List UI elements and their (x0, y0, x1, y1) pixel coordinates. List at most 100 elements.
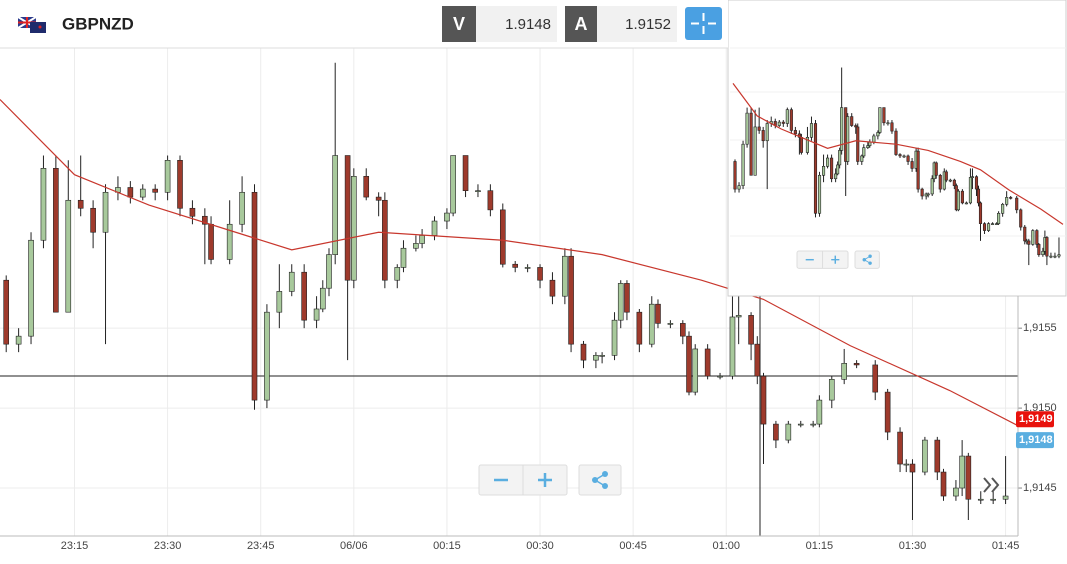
candle-body (826, 157, 830, 167)
ask-box[interactable] (597, 6, 677, 42)
candle-body (1015, 197, 1019, 211)
symbol: GBPNZD (62, 14, 134, 33)
candle-body (856, 126, 860, 162)
y-tick-label: 1,9150 (1023, 402, 1057, 414)
candle-body (990, 498, 996, 501)
candle-body (916, 150, 920, 190)
candle-body (741, 143, 745, 186)
candle-body (878, 107, 882, 133)
share-dot (862, 257, 867, 262)
candle-body (90, 207, 96, 233)
candle-body (876, 132, 880, 137)
share-dot (592, 477, 598, 483)
x-tick-label: 06/06 (340, 540, 368, 552)
ask-label-box[interactable] (565, 6, 597, 42)
candle-body (997, 212, 1001, 224)
candle-body (680, 323, 686, 337)
candle-body (854, 125, 858, 128)
candle-body (872, 364, 879, 393)
candle-body (748, 315, 754, 345)
candle-body (1027, 240, 1031, 245)
candle-body (636, 311, 643, 345)
candle-body (944, 171, 948, 181)
share-button[interactable] (854, 250, 880, 269)
candle-body (549, 279, 556, 297)
candle-body (906, 155, 910, 162)
candle-body (239, 191, 245, 225)
candle-body (692, 348, 699, 393)
candle-body (28, 239, 34, 337)
candle-body (830, 157, 834, 180)
candle-body (890, 122, 894, 132)
bid-label-box[interactable] (442, 6, 476, 42)
x-tick-label: 00:15 (433, 540, 461, 552)
candle-body (866, 145, 870, 148)
candle-body (102, 191, 109, 233)
candle-body (926, 193, 930, 196)
candle-body (568, 255, 574, 345)
bid-label[interactable]: V (453, 14, 465, 34)
candle-body (53, 168, 59, 313)
candle-body (382, 199, 388, 281)
candle-body (968, 177, 972, 204)
scroll-end-icon[interactable] (983, 477, 1000, 493)
candle-body (754, 343, 761, 377)
candle-body (886, 122, 890, 125)
candle-body (313, 308, 320, 321)
candle-body (208, 223, 214, 260)
candle-body (942, 171, 946, 190)
candle-body (189, 207, 196, 217)
candle-body (611, 319, 618, 356)
candle-body (920, 188, 924, 197)
candle-body (785, 109, 789, 124)
candle-body (65, 199, 72, 313)
candle-body (152, 188, 158, 193)
candle-body (462, 155, 469, 191)
candle-body (809, 123, 814, 138)
candle-body (648, 303, 655, 345)
candle-body (655, 303, 661, 324)
share-dot (868, 261, 872, 265)
candle-body (956, 190, 960, 211)
crosshair-button[interactable] (685, 7, 722, 40)
zoom-in-icon[interactable] (538, 473, 552, 487)
price-tag (1016, 411, 1054, 428)
candle-body (872, 135, 876, 143)
candle-body (902, 155, 906, 158)
candle-body (301, 271, 307, 321)
candle-body (1005, 197, 1009, 205)
candle-body (868, 141, 872, 146)
candle-body (976, 188, 981, 204)
candle-body (276, 291, 283, 313)
ask-price[interactable]: 1.9152 (625, 16, 671, 33)
candle-body (139, 188, 146, 198)
candle-body (737, 185, 741, 190)
candle-body (991, 223, 995, 225)
candle-body (326, 254, 332, 289)
candle-body (745, 112, 749, 145)
candle-body (562, 255, 568, 297)
candle-body (226, 223, 233, 260)
candle-body (351, 175, 357, 281)
candle-body (773, 423, 779, 441)
candle-body (948, 179, 952, 182)
ask-label[interactable]: A (575, 14, 588, 34)
candle-body (977, 498, 984, 501)
zoom-in-icon[interactable] (831, 255, 840, 264)
candle-body (816, 399, 823, 425)
share-button[interactable] (578, 464, 622, 496)
candle-body (853, 363, 860, 366)
bid-box[interactable] (476, 6, 557, 42)
candle-body (922, 439, 928, 473)
candle-body (419, 235, 425, 244)
bid-price[interactable]: 1.9148 (505, 16, 551, 33)
candle-body (1037, 244, 1041, 256)
candle-body (781, 121, 785, 124)
candle-body (964, 202, 968, 205)
candle-body (765, 123, 769, 142)
candle-body (1045, 237, 1049, 257)
candle-body (444, 212, 450, 222)
candle-body (1019, 209, 1023, 228)
candle-body (450, 155, 456, 214)
candle-body (862, 147, 866, 157)
